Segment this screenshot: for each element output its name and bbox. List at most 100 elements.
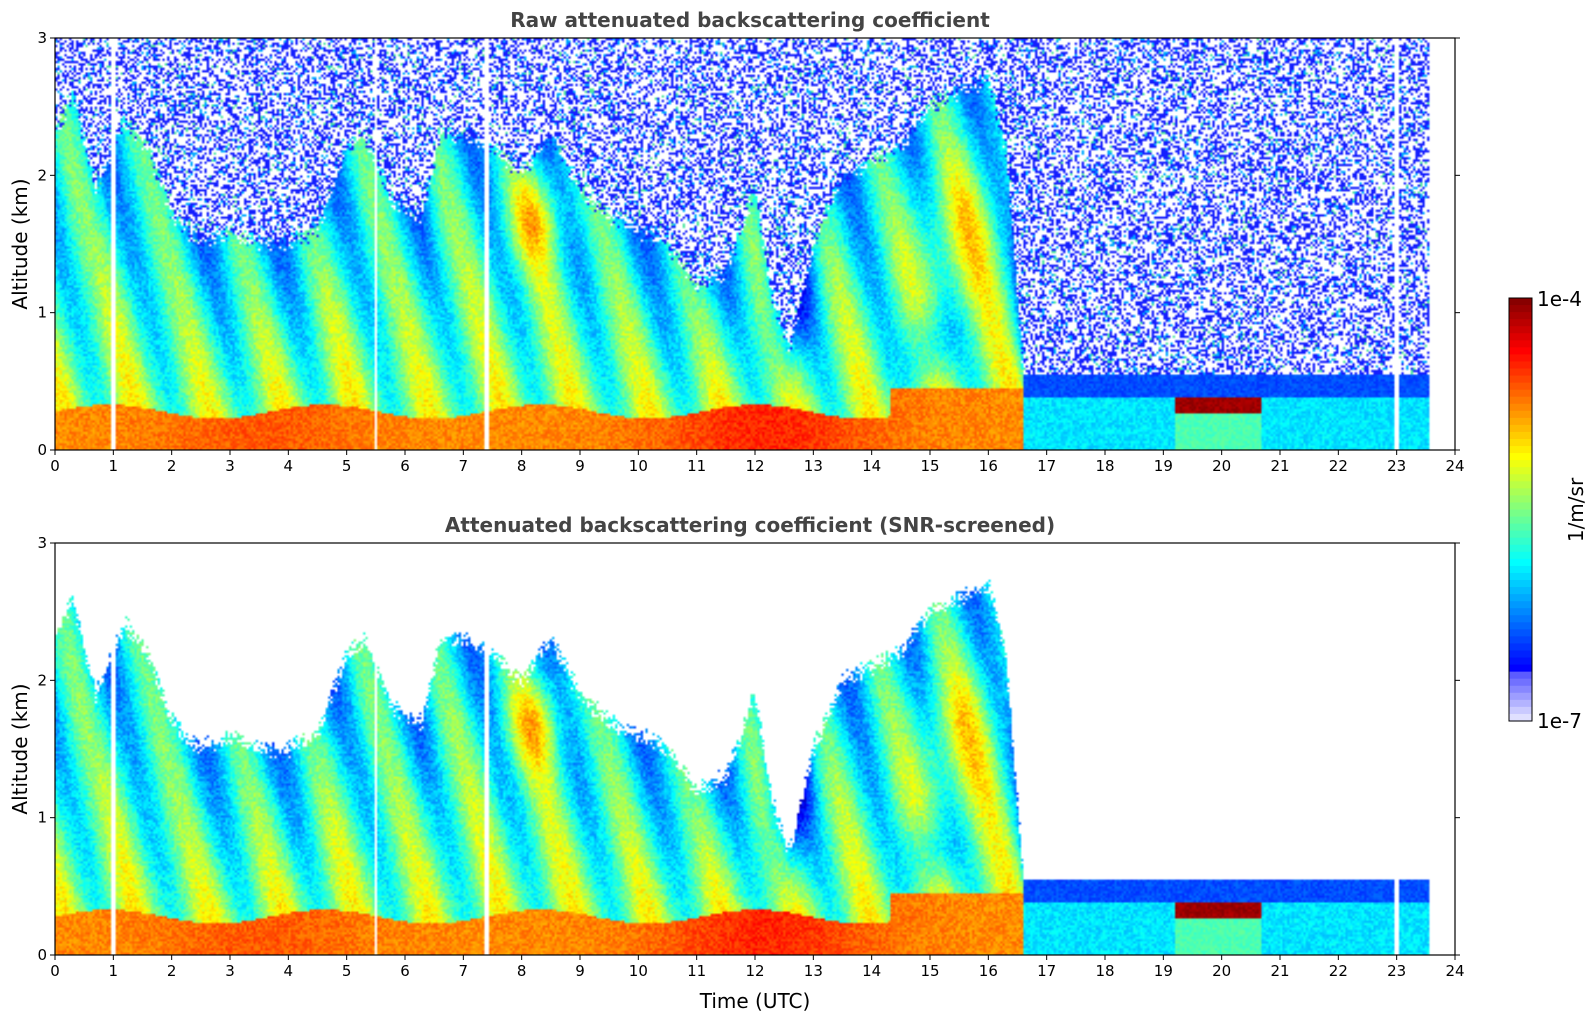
colorbar-step [1509, 417, 1532, 426]
colorbar-step [1509, 389, 1532, 398]
colorbar-step [1509, 523, 1532, 532]
y-tick-label: 3 [37, 29, 47, 47]
colorbar-step [1509, 565, 1532, 574]
raw-heatmap-image [55, 38, 1455, 450]
colorbar-step [1509, 474, 1532, 482]
colorbar-step [1509, 453, 1532, 461]
x-tick-label: 21 [1270, 962, 1289, 980]
y-tick-label: 2 [37, 671, 47, 689]
x-tick-label: 21 [1270, 457, 1289, 475]
colorbar-step [1509, 467, 1532, 475]
x-tick-label: 6 [400, 962, 410, 980]
x-tick-label: 4 [284, 457, 294, 475]
colorbar-frame [1508, 297, 1533, 722]
colorbar-min-label: 1e-7 [1537, 709, 1582, 733]
panel-raw-ticks: 0 1 2 3 4 5 6 7 8 9 10 11 12 13 14 15 16 17 18 19 20 21 22 23 24… [37, 29, 1464, 475]
y-tick-label: 0 [37, 946, 47, 964]
colorbar-step [1509, 551, 1532, 560]
colorbar-step [1509, 678, 1532, 687]
y-tick-label: 1 [37, 304, 47, 322]
colorbar-step [1509, 713, 1532, 722]
colorbar-step [1509, 312, 1532, 320]
x-tick-label: 1 [109, 457, 119, 475]
x-tick-label: 23 [1387, 962, 1406, 980]
colorbar-step [1509, 298, 1532, 306]
colorbar-step [1509, 516, 1532, 525]
x-tick-label: 3 [225, 457, 235, 475]
x-tick-label: 0 [50, 962, 60, 980]
colorbar-step [1509, 368, 1532, 377]
colorbar-step [1509, 608, 1532, 616]
x-tick-label: 2 [167, 457, 177, 475]
panel-screened-ticks: 0 1 2 3 4 5 6 7 8 9 10 11 12 13 14 15 16 17 18 19 20 21 22 23 24… [37, 534, 1464, 980]
colorbar-step [1509, 375, 1532, 384]
colorbar-step [1509, 495, 1532, 504]
colorbar-step [1509, 544, 1532, 553]
panel-screened: Attenuated backscattering coefficient (S… [8, 513, 1465, 1013]
x-tick-label: 19 [1154, 457, 1173, 475]
x-tick-label: 22 [1329, 962, 1348, 980]
colorbar-step [1509, 396, 1532, 405]
x-tick-label: 5 [342, 457, 352, 475]
x-tick-label: 12 [745, 962, 764, 980]
x-tick-label: 14 [862, 457, 881, 475]
panel-screened-title: Attenuated backscattering coefficient (S… [445, 513, 1055, 537]
colorbar-step [1509, 580, 1532, 588]
panel-raw-ylabel: Altitude (km) [8, 178, 32, 309]
x-tick-label: 13 [804, 962, 823, 980]
x-tick-label: 3 [225, 962, 235, 980]
x-tick-label: 17 [1037, 962, 1056, 980]
x-tick-label: 15 [920, 457, 939, 475]
x-tick-label: 6 [400, 457, 410, 475]
x-tick-label: 15 [920, 962, 939, 980]
colorbar-step [1509, 530, 1532, 539]
colorbar-step [1509, 558, 1532, 567]
x-tick-label: 20 [1212, 962, 1231, 980]
colorbar-step [1509, 354, 1532, 363]
colorbar-step [1509, 319, 1532, 327]
colorbar-step [1509, 650, 1532, 659]
x-tick-label: 10 [629, 457, 648, 475]
colorbar-step [1509, 481, 1532, 489]
colorbar-step [1509, 601, 1532, 609]
x-tick-label: 4 [284, 962, 294, 980]
colorbar-unit-label: 1/m/sr [1564, 477, 1588, 542]
x-tick-label: 10 [629, 962, 648, 980]
colorbar-step [1509, 347, 1532, 355]
colorbar-step [1509, 699, 1532, 708]
panel-screened-ylabel: Altitude (km) [8, 683, 32, 814]
colorbar-step [1509, 361, 1532, 370]
x-tick-label: 11 [687, 962, 706, 980]
x-tick-label: 5 [342, 962, 352, 980]
colorbar-step [1509, 424, 1532, 433]
x-tick-label: 9 [575, 457, 585, 475]
colorbar-step [1509, 671, 1532, 680]
x-tick-label: 11 [687, 457, 706, 475]
colorbar-step [1509, 431, 1532, 440]
colorbar-step [1509, 340, 1532, 348]
panel-raw: Raw attenuated backscattering coefficien… [8, 8, 1465, 475]
colorbar-step [1509, 615, 1532, 623]
panel-screened-xlabel: Time (UTC) [699, 989, 811, 1013]
colorbar-step [1509, 502, 1532, 511]
colorbar-gradient [1509, 298, 1532, 722]
x-tick-label: 8 [517, 962, 527, 980]
x-tick-label: 9 [575, 962, 585, 980]
x-tick-label: 23 [1387, 457, 1406, 475]
colorbar-step [1509, 326, 1532, 334]
x-tick-label: 14 [862, 962, 881, 980]
colorbar-step [1509, 587, 1532, 595]
x-tick-label: 24 [1445, 962, 1464, 980]
colorbar-step [1509, 643, 1532, 652]
colorbar-step [1509, 629, 1532, 637]
x-tick-label: 8 [517, 457, 527, 475]
screened-heatmap-image [55, 543, 1455, 955]
colorbar-step [1509, 664, 1532, 673]
colorbar-step [1509, 439, 1532, 447]
colorbar-step [1509, 460, 1532, 468]
colorbar-max-label: 1e-4 [1537, 287, 1582, 311]
colorbar-step [1509, 594, 1532, 602]
colorbar-step [1509, 403, 1532, 412]
x-tick-label: 0 [50, 457, 60, 475]
